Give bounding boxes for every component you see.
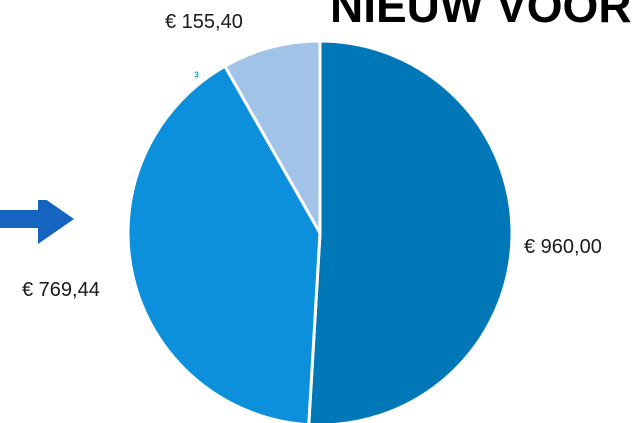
pie-slice-label: € 769,44 xyxy=(22,279,100,301)
pie-slice xyxy=(309,41,512,423)
pie-slice-marker: 3 xyxy=(194,70,199,79)
pie-slice-label: € 155,40 xyxy=(165,11,243,33)
pie-slice-label: € 960,00 xyxy=(524,236,602,258)
pie-slices xyxy=(128,41,512,423)
